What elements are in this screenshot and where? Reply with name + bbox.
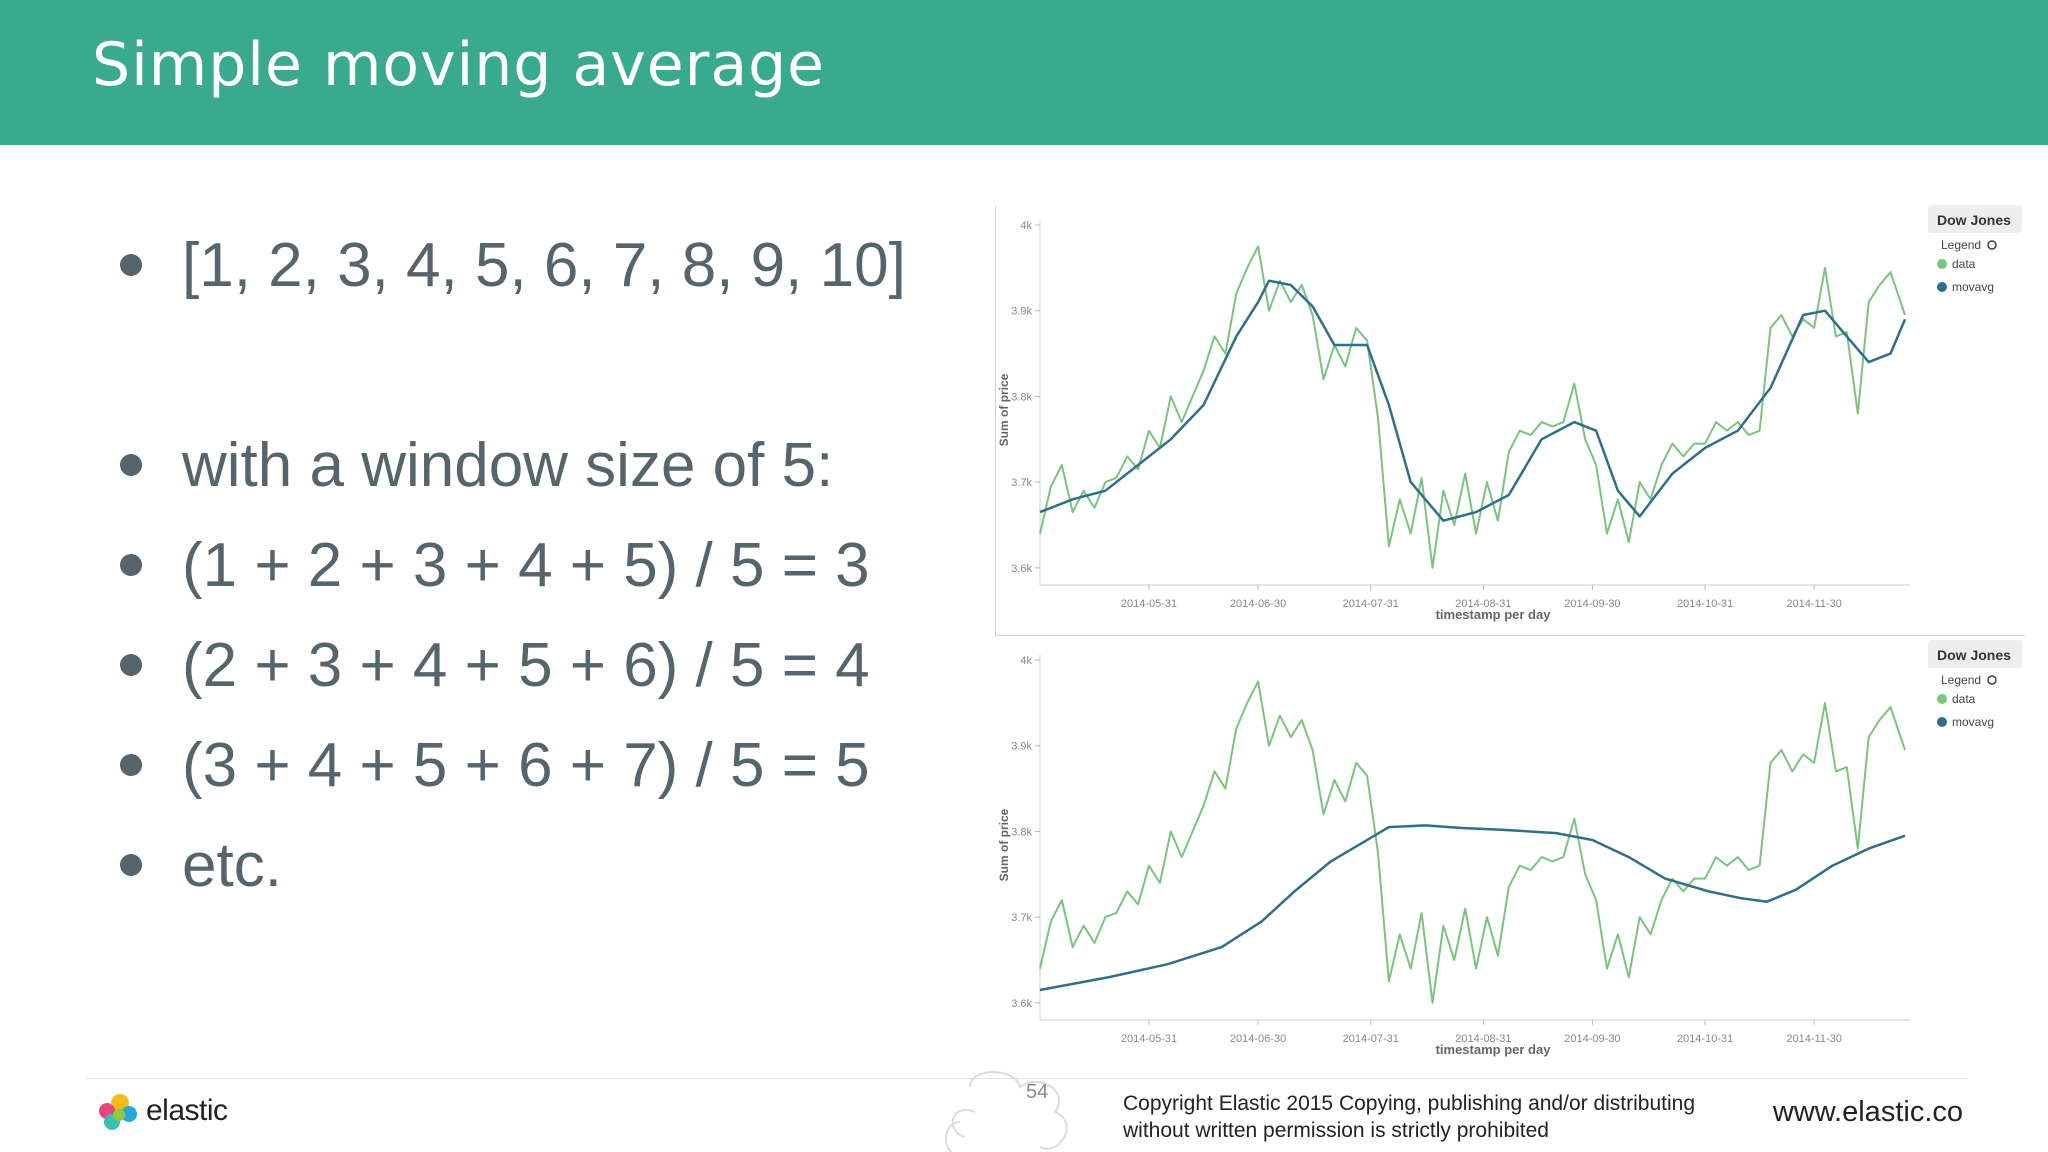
x-tick-label: 2014-09-30 (1564, 1033, 1620, 1045)
bullet-item: etc. (120, 825, 1000, 905)
bullet-dot (120, 854, 142, 876)
legend-label: Legend (1941, 673, 1981, 687)
y-tick-label: 3.6k (1011, 563, 1032, 575)
series-line-data (1039, 245, 1906, 569)
y-tick-label: 3.8k (1011, 391, 1032, 403)
bullet-dot (120, 754, 142, 776)
page-badge-icon (945, 1071, 1068, 1152)
x-tick-label: 2014-11-30 (1786, 598, 1841, 610)
bullet-dot (120, 454, 142, 476)
copyright-line-1: Copyright Elastic 2015 Copying, publishi… (1123, 1092, 1696, 1115)
bullet-item: (3 + 4 + 5 + 6 + 7) / 5 = 5 (120, 725, 1000, 805)
legend-data-swatch (1937, 694, 1947, 704)
y-tick-label: 3.7k (1011, 912, 1032, 924)
bullet-text: (3 + 4 + 5 + 6 + 7) / 5 = 5 (182, 730, 870, 800)
legend-movavg-swatch (1937, 717, 1947, 727)
bullet-text: (1 + 2 + 3 + 4 + 5) / 5 = 3 (182, 530, 870, 600)
x-axis-label: timestamp per day (1436, 607, 1552, 622)
copyright-notice: Copyright Elastic 2015 Copying, publishi… (1123, 1090, 1743, 1144)
bullet-text: with a window size of 5: (182, 430, 834, 500)
bullet-dot (120, 554, 142, 576)
bullet-text: [1, 2, 3, 4, 5, 6, 7, 8, 9, 10] (182, 230, 906, 300)
chart-legend: Dow Jones Legend data movavg (1928, 205, 2022, 294)
chart-top: Sum of price timestamp per day Dow Jones… (997, 205, 2022, 622)
legend-toggle-icon[interactable] (1987, 240, 1997, 250)
x-tick-label: 2014-06-30 (1230, 1033, 1286, 1045)
x-tick-label: 2014-06-30 (1230, 598, 1286, 610)
x-tick-label: 2014-07-31 (1343, 1033, 1399, 1045)
y-axis-label: Sum of price (997, 808, 1011, 881)
bullet-item: (1 + 2 + 3 + 4 + 5) / 5 = 3 (120, 525, 1000, 605)
legend-label: Legend (1941, 238, 1981, 252)
series-line-movavg (1039, 279, 1907, 522)
x-tick-label: 2014-10-31 (1677, 1033, 1733, 1045)
legend-title: Dow Jones (1937, 212, 2011, 228)
bullet-item: with a window size of 5: (120, 425, 1000, 505)
slide-header: Simple moving average (0, 0, 2048, 145)
legend-data-label[interactable]: data (1952, 257, 1976, 271)
legend-data-label[interactable]: data (1952, 692, 1976, 706)
slide-title: Simple moving average (92, 30, 826, 100)
legend-title: Dow Jones (1937, 647, 2011, 663)
bullet-item: (2 + 3 + 4 + 5 + 6) / 5 = 4 (120, 625, 1000, 705)
bullet-dot (120, 254, 142, 276)
legend-movavg-swatch (1937, 282, 1947, 292)
y-tick-label: 4k (1020, 220, 1032, 232)
legend-movavg-label[interactable]: movavg (1952, 280, 1994, 294)
bullet-text: etc. (182, 830, 282, 900)
y-tick-label: 3.8k (1011, 826, 1032, 838)
y-tick-label: 3.6k (1011, 998, 1032, 1010)
bullet-text: (2 + 3 + 4 + 5 + 6) / 5 = 4 (182, 630, 870, 700)
x-axis-label: timestamp per day (1436, 1042, 1552, 1057)
x-tick-label: 2014-09-30 (1564, 598, 1620, 610)
elastic-logo-text: elastic (146, 1094, 228, 1127)
legend-title-bg (1928, 205, 2022, 233)
copyright-line-2: without written permission is strictly p… (1123, 1119, 1549, 1142)
bullet-dot (120, 654, 142, 676)
website-link[interactable]: www.elastic.co (1772, 1096, 1963, 1128)
legend-title-bg (1928, 640, 2022, 668)
x-tick-label: 2014-10-31 (1677, 598, 1733, 610)
y-axis-label: Sum of price (997, 373, 1011, 446)
x-tick-label: 2014-05-31 (1121, 1033, 1177, 1045)
x-tick-label: 2014-08-31 (1455, 1033, 1511, 1045)
x-tick-label: 2014-05-31 (1121, 598, 1177, 610)
y-tick-label: 3.9k (1011, 741, 1032, 753)
elastic-logo-icon (99, 1094, 137, 1130)
footer-divider (85, 1078, 1968, 1079)
bullet-item: [1, 2, 3, 4, 5, 6, 7, 8, 9, 10] (120, 225, 1000, 305)
y-tick-label: 3.9k (1011, 306, 1032, 318)
x-tick-label: 2014-11-30 (1786, 1033, 1841, 1045)
y-tick-label: 3.7k (1011, 477, 1032, 489)
chart-divider (995, 635, 2025, 636)
series-line-movavg (1039, 824, 1906, 992)
chart-divider (995, 205, 996, 635)
legend-toggle-icon[interactable] (1987, 675, 1997, 685)
x-tick-label: 2014-07-31 (1343, 598, 1399, 610)
series-line-data (1039, 680, 1906, 1004)
legend-movavg-label[interactable]: movavg (1952, 715, 1994, 729)
chart-bottom: Sum of price timestamp per day Dow Jones… (997, 640, 2022, 1057)
y-tick-label: 4k (1020, 655, 1032, 667)
page-number: 54 (1026, 1081, 1049, 1103)
chart-legend: Dow Jones Legend data movavg (1928, 640, 2022, 729)
x-tick-label: 2014-08-31 (1455, 598, 1511, 610)
legend-data-swatch (1937, 259, 1947, 269)
